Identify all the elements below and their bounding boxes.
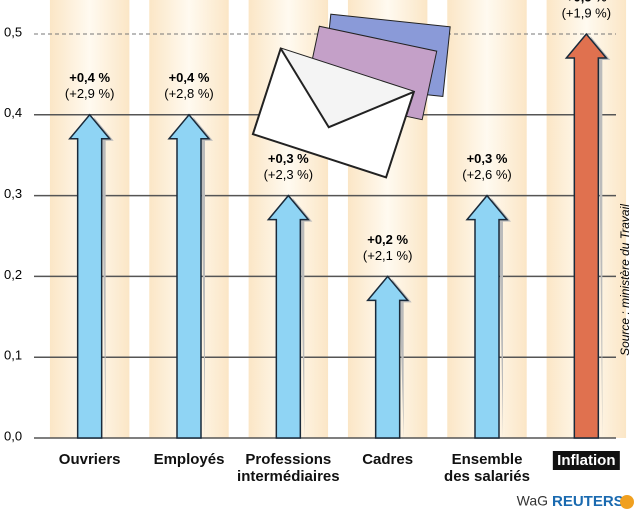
y-tick-label: 0,0 (4, 428, 22, 443)
page: 0,0 0,1 0,2 0,3 0,4 0,5 Source : ministère du… (0, 0, 636, 514)
annual-label: (+2,1 %) (363, 248, 413, 263)
brand: REUTERS (552, 493, 624, 510)
annual-label: (+2,9 %) (65, 86, 115, 101)
y-tick-label: 0,5 (4, 24, 22, 39)
y-tick-label: 0,2 (4, 267, 22, 282)
source: Source : ministère du Travail (618, 204, 632, 356)
value-label: +0,2 % (367, 232, 408, 247)
annual-label: (+1,9 %) (562, 5, 612, 20)
x-tick-label: Inflation (553, 451, 619, 470)
value-label: +0,4 % (69, 70, 110, 85)
annual-label: (+2,3 %) (264, 167, 314, 182)
annual-label: (+2,8 %) (164, 86, 214, 101)
y-tick-label: 0,3 (4, 186, 22, 201)
value-label: +0,3 % (467, 151, 508, 166)
brand-logo (620, 495, 634, 509)
value-label: +0,3 % (268, 151, 309, 166)
y-tick-label: 0,1 (4, 348, 22, 363)
x-tick-label: Ensemble des salariés (422, 451, 552, 485)
credit: WaG (517, 493, 548, 509)
annual-label: (+2,6 %) (462, 167, 512, 182)
chart: 0,0 0,1 0,2 0,3 0,4 0,5 Source : ministère du… (0, 0, 636, 514)
value-label: +0,5 % (566, 0, 607, 4)
value-label: +0,4 % (169, 70, 210, 85)
y-tick-label: 0,4 (4, 105, 22, 120)
